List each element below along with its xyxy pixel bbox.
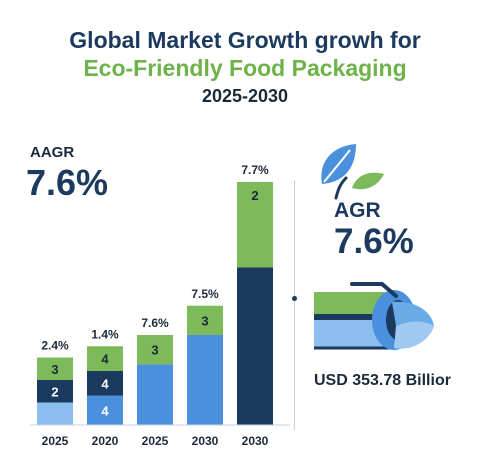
bar-4-segment-2 (187, 305, 223, 335)
bar-2-segment-3 (87, 346, 123, 371)
bar-3-top-label: 7.6% (141, 316, 169, 330)
bar-1-segment-2-label: 2 (51, 384, 58, 399)
agr-label: AGR (334, 199, 381, 222)
bar-2-segment-1 (87, 395, 123, 425)
bar-4-segment-2-label: 3 (201, 313, 208, 328)
market-value: USD 353.78 Billior (314, 372, 451, 389)
packaging-roll-icon (314, 282, 434, 350)
bar-2-top-label: 1.4% (91, 327, 119, 341)
bar-1-segment-3 (37, 357, 73, 380)
agr-value: 7.6% (334, 222, 414, 261)
bars-group: 2 3 2.4% 2025 4 4 4 1.4% 2020 3 7.6% 2025 3 7.5% 2030 2… (30, 163, 290, 448)
divider-dot (292, 296, 297, 301)
bar-1-segment-1 (37, 402, 73, 425)
bar-4-top-label: 7.5% (191, 287, 219, 301)
bar-1-segment-2 (37, 380, 73, 403)
bar-5-segment-2-label: 2 (251, 188, 258, 203)
aagr-value: 7.6% (26, 162, 109, 203)
bar-2-segment-3-label: 4 (101, 352, 109, 367)
bar-5-top-label: 7.7% (241, 163, 269, 177)
divider-line (294, 180, 295, 430)
bar-2-segment-2 (87, 371, 123, 396)
bar-5-segment-1 (237, 267, 273, 425)
bar-3-segment-2-label: 3 (151, 343, 158, 358)
bar-1-segment-3-label: 3 (51, 362, 58, 377)
title-line-1: Global Market Growth growh for (69, 27, 421, 53)
bar-2-segment-2-label: 4 (101, 376, 109, 391)
category-label-5: 2030 (242, 434, 269, 448)
category-label-2: 2020 (92, 434, 119, 448)
category-label-3: 2025 (142, 434, 169, 448)
title-line-3: 2025-2030 (201, 86, 289, 106)
bar-3-segment-1 (137, 364, 173, 425)
bar-1-top-label: 2.4% (41, 339, 69, 353)
leaf-icon (321, 144, 384, 200)
category-label-4: 2030 (192, 434, 219, 448)
title-line-2: Eco-Friendly Food Packaging (83, 55, 407, 81)
bar-5-segment-2 (237, 182, 273, 268)
category-label-1: 2025 (42, 434, 69, 448)
bar-2-segment-1-label: 4 (101, 403, 109, 418)
aagr-label: AAGR (30, 144, 75, 161)
bar-3-segment-2 (137, 335, 173, 365)
chart-title: Global Market Growth growh for Eco-Frien… (0, 26, 490, 108)
bar-4-segment-1 (187, 335, 223, 425)
